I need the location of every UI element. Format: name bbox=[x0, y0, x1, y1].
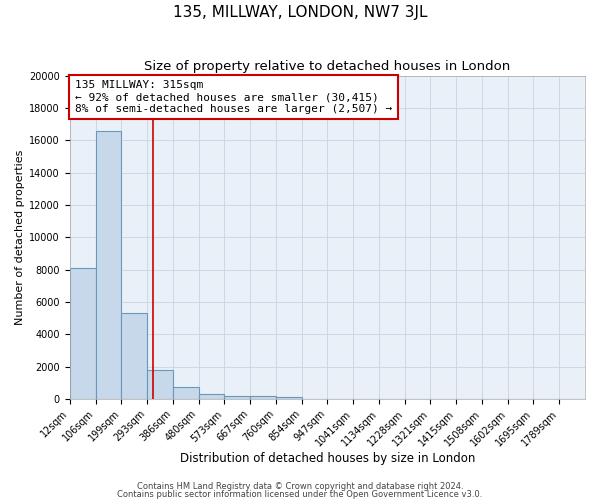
Text: 135 MILLWAY: 315sqm
← 92% of detached houses are smaller (30,415)
8% of semi-det: 135 MILLWAY: 315sqm ← 92% of detached ho… bbox=[75, 80, 392, 114]
Text: Contains HM Land Registry data © Crown copyright and database right 2024.: Contains HM Land Registry data © Crown c… bbox=[137, 482, 463, 491]
Title: Size of property relative to detached houses in London: Size of property relative to detached ho… bbox=[144, 60, 511, 73]
Bar bbox=[250, 396, 276, 399]
Y-axis label: Number of detached properties: Number of detached properties bbox=[15, 150, 25, 325]
Bar bbox=[276, 398, 302, 399]
Bar bbox=[224, 396, 250, 399]
Bar bbox=[173, 386, 199, 399]
Bar bbox=[121, 313, 147, 399]
Text: Contains public sector information licensed under the Open Government Licence v3: Contains public sector information licen… bbox=[118, 490, 482, 499]
X-axis label: Distribution of detached houses by size in London: Distribution of detached houses by size … bbox=[179, 452, 475, 465]
Text: 135, MILLWAY, LONDON, NW7 3JL: 135, MILLWAY, LONDON, NW7 3JL bbox=[173, 5, 427, 20]
Bar bbox=[95, 130, 121, 399]
Bar bbox=[199, 394, 224, 399]
Bar bbox=[147, 370, 173, 399]
Bar bbox=[70, 268, 95, 399]
